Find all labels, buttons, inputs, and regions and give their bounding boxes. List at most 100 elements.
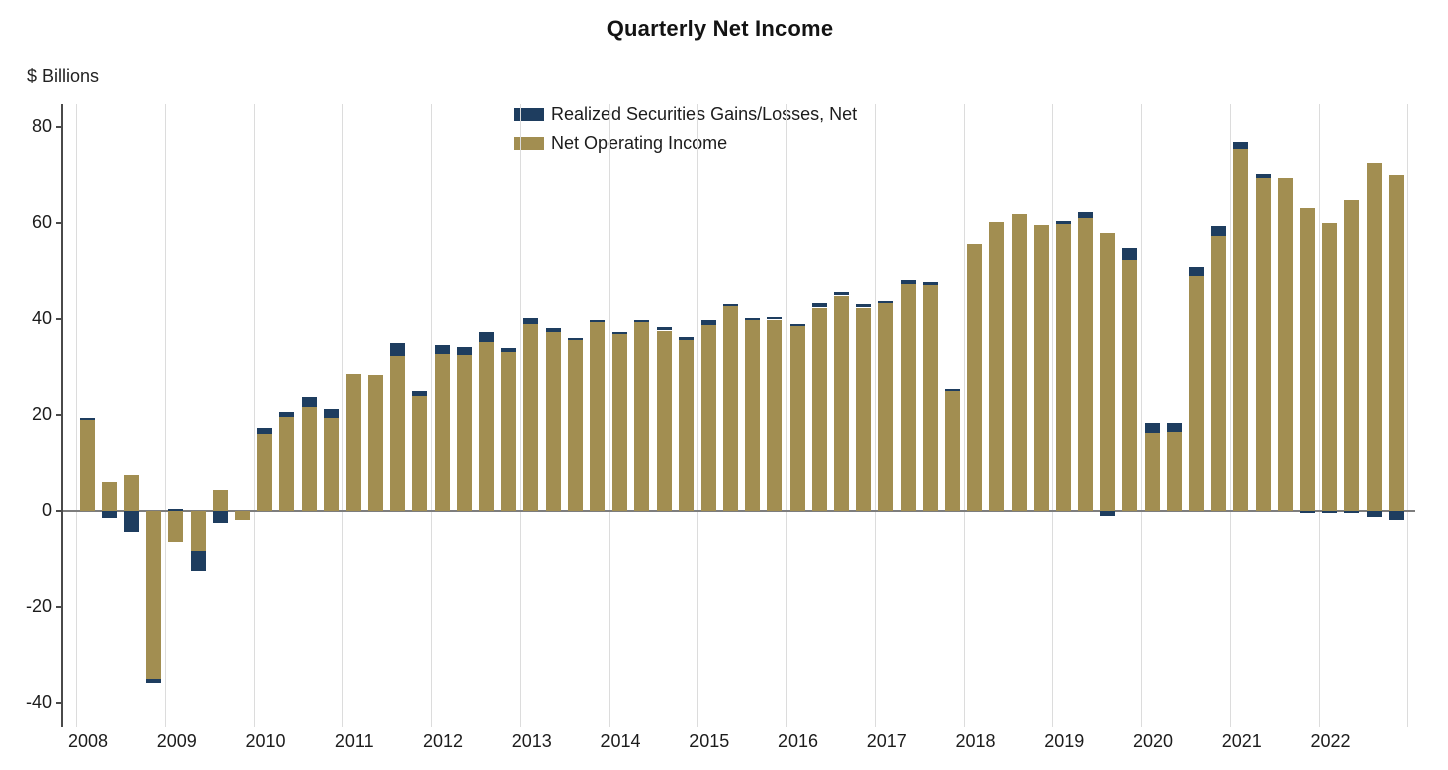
year-gridline	[1229, 104, 1231, 727]
bar-2017q4-realized-gains	[944, 388, 960, 391]
bar-2008q3-net-operating-income	[124, 475, 139, 511]
x-year-label: 2015	[689, 731, 730, 751]
bar-2010q2-realized-gains	[279, 411, 295, 417]
x-year-label: 2018	[955, 731, 996, 751]
bar-2021q2-net-operating-income	[1255, 177, 1271, 511]
bar-2008q1-realized-gains	[79, 417, 95, 420]
bar-2016q1-net-operating-income	[789, 325, 805, 511]
bar-2020q3-realized-gains	[1189, 267, 1204, 276]
bar-2010q4-net-operating-income	[323, 417, 339, 511]
bar-2019q4-realized-gains	[1122, 248, 1138, 260]
bar-2016q4-realized-gains	[856, 304, 872, 308]
bar-2009q4-net-operating-income	[234, 511, 250, 521]
bar-2021q3-net-operating-income	[1277, 177, 1293, 511]
bar-2009q1-net-operating-income	[168, 511, 184, 543]
bar-2012q1-net-operating-income	[434, 354, 450, 511]
bar-2017q4-net-operating-income	[944, 390, 960, 511]
bar-2015q2-net-operating-income	[723, 306, 738, 511]
y-tick-label: 60	[31, 212, 52, 232]
bar-2009q2-net-operating-income	[190, 511, 206, 551]
bar-2013q2-net-operating-income	[545, 332, 561, 511]
bar-2011q3-net-operating-income	[390, 356, 406, 511]
bar-2019q3-net-operating-income	[1100, 232, 1116, 511]
x-year-label: 2020	[1132, 731, 1174, 751]
year-gridline	[697, 104, 699, 727]
y-tick-label: -40	[25, 692, 52, 712]
x-year-label: 2010	[245, 731, 286, 751]
year-gridline	[342, 104, 344, 727]
bar-2013q2-realized-gains	[545, 328, 561, 333]
x-year-label: 2019	[1044, 731, 1085, 751]
bar-2018q4-net-operating-income	[1033, 224, 1049, 511]
bar-2017q1-net-operating-income	[878, 303, 894, 511]
y-tick-label: 80	[31, 116, 52, 136]
y-tick-label: -20	[25, 596, 52, 616]
legend-swatch-net-operating-income	[514, 136, 544, 150]
y-tick-label: 40	[31, 308, 52, 328]
bar-2009q1-realized-gains	[168, 509, 184, 512]
bar-2021q1-realized-gains	[1233, 142, 1249, 149]
year-gridline	[1407, 104, 1409, 727]
bar-2014q1-realized-gains	[612, 332, 628, 335]
bar-2017q2-realized-gains	[900, 280, 916, 285]
year-gridline	[431, 104, 432, 727]
bar-2014q3-realized-gains	[656, 326, 672, 331]
legend-label-realized-securities: Realized Securities Gains/Losses, Net	[551, 103, 858, 124]
x-year-label: 2014	[600, 731, 641, 751]
bar-2021q4-realized-gains	[1299, 511, 1315, 513]
bar-2011q3-realized-gains	[390, 342, 406, 357]
bar-2021q4-net-operating-income	[1299, 207, 1315, 511]
y-tick-mark	[56, 414, 61, 416]
bar-2015q4-net-operating-income	[767, 319, 783, 511]
year-gridline	[1141, 104, 1142, 727]
bar-2010q3-net-operating-income	[301, 406, 317, 511]
bar-2011q2-net-operating-income	[368, 374, 383, 511]
bar-2014q4-net-operating-income	[678, 340, 694, 511]
bar-2020q2-net-operating-income	[1166, 432, 1182, 511]
bar-2017q1-realized-gains	[878, 301, 894, 304]
bar-2019q2-realized-gains	[1078, 211, 1093, 218]
y-tick-mark	[56, 510, 61, 512]
bar-2008q4-realized-gains	[146, 678, 162, 683]
bar-2015q1-realized-gains	[700, 320, 716, 325]
year-gridline	[253, 104, 255, 727]
legend-item-net-operating-income: Net Operating Income	[514, 131, 857, 155]
bar-2014q2-net-operating-income	[634, 321, 650, 511]
bar-2013q4-net-operating-income	[589, 321, 605, 511]
bar-2021q1-net-operating-income	[1233, 148, 1249, 511]
bar-2018q1-net-operating-income	[967, 243, 983, 511]
bar-2017q3-realized-gains	[922, 281, 938, 286]
bar-2015q3-realized-gains	[745, 317, 761, 320]
bar-2014q1-net-operating-income	[612, 334, 628, 511]
legend-item-realized-securities: Realized Securities Gains/Losses, Net	[514, 102, 857, 126]
y-tick-mark	[56, 702, 61, 704]
y-tick-mark	[56, 222, 61, 224]
bar-2008q1-net-operating-income	[79, 419, 95, 511]
bar-2019q4-net-operating-income	[1122, 260, 1138, 511]
bar-2010q4-realized-gains	[323, 409, 339, 418]
bar-2022q1-realized-gains	[1322, 511, 1338, 513]
bar-2019q1-net-operating-income	[1055, 224, 1071, 511]
x-year-label: 2011	[334, 731, 374, 751]
bar-2019q2-net-operating-income	[1078, 217, 1093, 511]
y-tick-mark	[56, 126, 61, 128]
bar-2015q4-realized-gains	[767, 316, 783, 320]
year-gridline	[1318, 104, 1320, 727]
y-tick-label: 0	[41, 500, 52, 520]
bar-2008q2-realized-gains	[101, 511, 117, 519]
bar-2015q2-realized-gains	[723, 304, 738, 307]
x-year-label: 2017	[866, 731, 907, 751]
bar-2022q4-realized-gains	[1388, 511, 1404, 520]
bar-2016q2-net-operating-income	[811, 307, 827, 511]
bar-2011q4-realized-gains	[412, 391, 428, 396]
year-gridline	[76, 104, 77, 727]
bar-2019q3-realized-gains	[1100, 511, 1116, 516]
bar-2022q2-realized-gains	[1344, 511, 1360, 514]
x-year-label: 2013	[511, 731, 552, 751]
bar-2012q3-net-operating-income	[479, 341, 494, 511]
bar-2010q1-net-operating-income	[257, 434, 273, 511]
bar-2022q2-net-operating-income	[1344, 200, 1360, 511]
y-axis-unit-label: $ Billions	[27, 66, 100, 86]
bar-2008q3-realized-gains	[124, 511, 139, 532]
